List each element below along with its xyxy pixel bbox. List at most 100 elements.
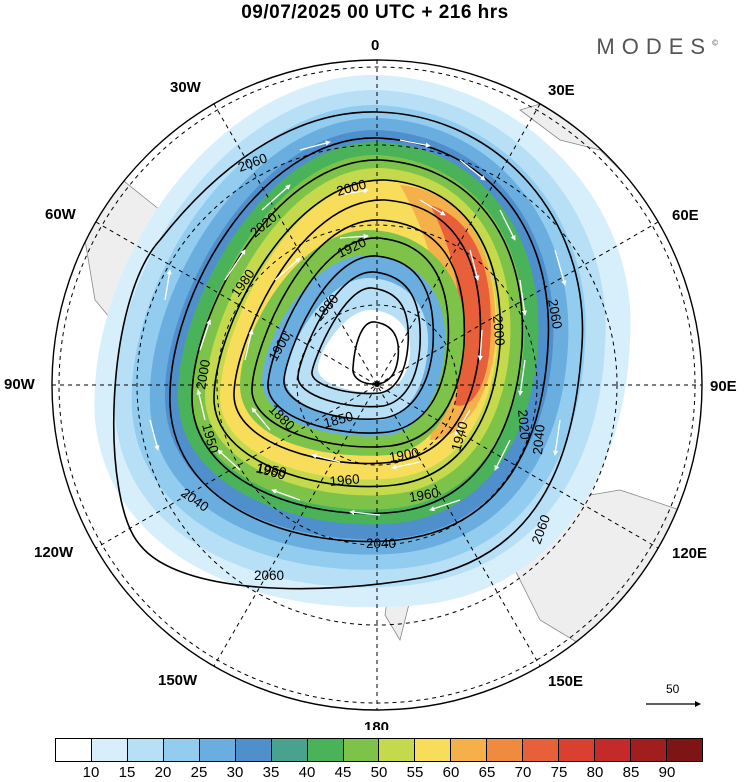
colorbar-cell [127,739,164,761]
wind-vectors [149,139,567,516]
lon-label-90w: 90W [4,376,35,393]
colorbar-tick-label: 20 [154,764,172,781]
wind-arrow [391,461,421,470]
wind-arrow [469,249,480,281]
shade-core [317,309,411,393]
wind-arrow [499,209,516,241]
lon-label-150w: 150W [158,672,198,689]
brand-logo: MODES© [596,34,718,60]
colorbar-cell [56,739,92,761]
colorbar-cell [91,739,128,761]
wind-arrow [339,233,369,239]
wind-arrow [217,449,241,471]
colorbar-tick-label: 80 [586,764,604,781]
wind-arrow [429,499,461,512]
contour-label: 2040 [366,536,396,551]
colorbar-ticks: 10 15 20 25 30 35 40 45 50 55 60 65 70 75 80 85 90 [0,764,750,782]
colorbar-tick-label: 25 [190,764,208,781]
lon-label-0: 0 [371,37,379,54]
wind-arrow [477,329,483,361]
wind-arrow [419,199,446,216]
colorbar-cell [235,739,272,761]
wind-arrow [554,249,567,286]
colorbar-tick-label: 65 [478,764,496,781]
colorbar-cell [199,739,236,761]
contour-label: 2000 [193,358,213,390]
colorbar-tick-label: 55 [406,764,424,781]
colorbar-cell [666,739,702,761]
colorbar-cell [163,739,200,761]
colorbar-tick-label: 45 [334,764,352,781]
wind-arrow [261,184,291,211]
contour-2000 [213,179,502,488]
contour-2020 [191,159,524,515]
lon-label-120w: 120W [34,544,74,561]
brand-text: MODES [596,34,713,59]
colorbar-cell [487,739,524,761]
reference-arrow-icon [646,701,701,707]
reference-vector: 50 [640,682,710,712]
wind-arrow [251,407,271,431]
contour-1880 [311,287,410,395]
contour-label: 2040 [530,424,548,455]
contour-label: 1960 [329,471,360,489]
wind-arrow [274,257,301,281]
map-boundary [51,59,703,711]
wind-arrow [459,159,486,181]
chart-title: 09/07/2025 00 UTC + 216 hrs [241,2,509,23]
colorbar-tick-label: 85 [622,764,640,781]
contour-label: 1900 [388,445,420,465]
wind-arrow [518,359,526,396]
colorbar-cell [343,739,380,761]
wind-arrow [164,269,172,301]
colorbar-cell [451,739,488,761]
wind-arrow [199,319,212,351]
lon-label-60w: 60W [45,206,76,223]
contour-label: 2060 [545,298,565,330]
reference-vector-label: 50 [666,682,680,696]
lon-label-30w: 30W [170,79,201,96]
colorbar-tick-label: 90 [658,764,676,781]
wind-arrow [494,439,511,471]
wind-arrow [224,249,246,281]
wind-arrow [311,453,341,463]
colorbar-tick-label: 50 [370,764,388,781]
contour-1920 [283,255,435,420]
south-pole-dot [374,381,380,387]
colorbar-cell [631,739,667,761]
colorbar-cell [595,739,631,761]
colorbar-cell [307,739,344,761]
colorbar-tick-label: 40 [298,764,316,781]
lon-label-60e: 60E [672,207,699,224]
colorbar-tick-label: 70 [514,764,532,781]
contour-label: 2020 [515,409,533,440]
wind-arrow [339,188,369,196]
wind-arrow [519,279,527,316]
contour-1900 [297,271,421,408]
colorbar-tick-label: 35 [262,764,280,781]
contour-2060 [112,111,584,590]
colorbar-tick-label: 60 [442,764,460,781]
lon-label-120e: 120E [672,545,707,562]
colorbar-cell [271,739,308,761]
polar-map: 2060 2000 2020 1920 1980 1880 1900 2000 … [51,37,737,730]
colorbar-tick-label: 75 [550,764,568,781]
lon-label-150e: 150E [548,673,583,690]
contour-label: 2000 [490,315,508,346]
colorbar-cell [379,739,416,761]
wind-arrow [454,409,471,436]
wind-arrow [553,419,561,456]
contour-label: 1950 [255,460,287,480]
contour-2040 [169,137,550,543]
colorbar-cell [559,739,596,761]
latitude-circle [136,144,618,626]
brand-mark: © [712,38,718,48]
height-contours [112,111,584,590]
wind-arrow [399,139,431,148]
contour-1940 [267,237,450,434]
colorbar-cell [523,739,560,761]
lon-label-180: 180 [364,719,389,730]
colorbar-cell [415,739,452,761]
contour-1960 [251,219,466,448]
contour-label: 1960 [408,485,440,505]
